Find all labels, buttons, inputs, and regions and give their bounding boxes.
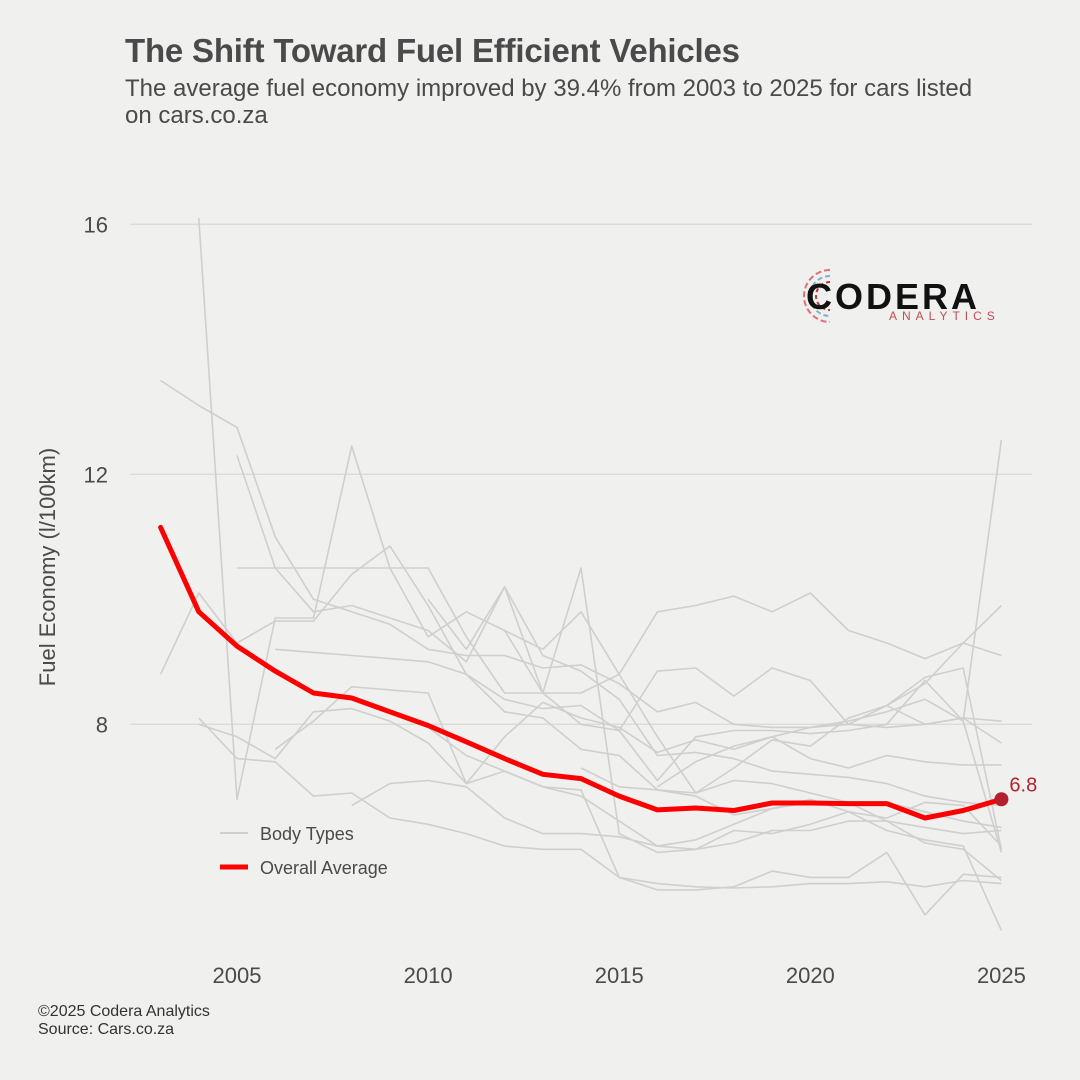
y-axis-title: Fuel Economy (l/100km) [35, 448, 60, 686]
body-type-line-4 [237, 567, 1002, 694]
body-type-line-5 [275, 648, 1002, 732]
body-type-line-13 [427, 585, 1002, 807]
codera-logo: CODERA ANALYTICS [786, 264, 1016, 328]
y-tick-label-8: 8 [96, 712, 108, 737]
footer: ©2025 Codera Analytics Source: Cars.co.z… [38, 1003, 210, 1039]
logo-wordmark: CODERA [806, 276, 981, 317]
legend: Body Types Overall Average [220, 824, 388, 878]
average-end-label: 6.8 [1009, 774, 1037, 796]
line-chart: 8 12 16 2005 2010 2015 2020 2025 Fuel Economy … [35, 212, 1037, 988]
body-type-line-12 [389, 711, 1002, 916]
body-type-line-10 [351, 779, 1002, 851]
x-tick-label-2005: 2005 [213, 963, 262, 988]
average-line-group: 6.8 [158, 524, 1037, 821]
logo-tagline: ANALYTICS [889, 309, 1000, 323]
x-tick-label-2015: 2015 [595, 963, 644, 988]
legend-label-body-types: Body Types [260, 824, 354, 844]
x-tick-label-2025: 2025 [977, 963, 1026, 988]
body-type-line-11 [503, 567, 1002, 854]
x-tick-label-2020: 2020 [786, 963, 835, 988]
legend-label-overall-average: Overall Average [260, 858, 388, 878]
chart-subtitle: The average fuel economy improved by 39.… [125, 75, 973, 129]
body-type-line-16 [580, 767, 1003, 931]
body-type-line-1 [198, 217, 1003, 850]
chart-title: The Shift Toward Fuel Efficient Vehicles [125, 32, 740, 69]
body-type-line-14 [656, 642, 1002, 788]
copyright-text: ©2025 Codera Analytics [38, 1003, 210, 1020]
overall-average-line [158, 524, 1004, 821]
body-type-line-9 [198, 707, 1002, 882]
body-type-lines [159, 217, 1003, 931]
x-tick-labels: 2005 2010 2015 2020 2025 [213, 963, 1026, 988]
average-end-point [994, 792, 1009, 807]
body-type-line-6 [159, 545, 1002, 829]
body-type-line-8 [274, 685, 1002, 785]
body-type-line-7 [198, 717, 1002, 889]
codera-logo-mark-icon [803, 269, 831, 323]
y-tick-label-16: 16 [84, 212, 108, 237]
y-tick-label-12: 12 [84, 462, 108, 487]
body-type-line-15 [886, 704, 1002, 744]
y-tick-labels: 8 12 16 [84, 212, 108, 737]
x-tick-label-2010: 2010 [404, 963, 453, 988]
source-text: Source: Cars.co.za [38, 1021, 175, 1038]
